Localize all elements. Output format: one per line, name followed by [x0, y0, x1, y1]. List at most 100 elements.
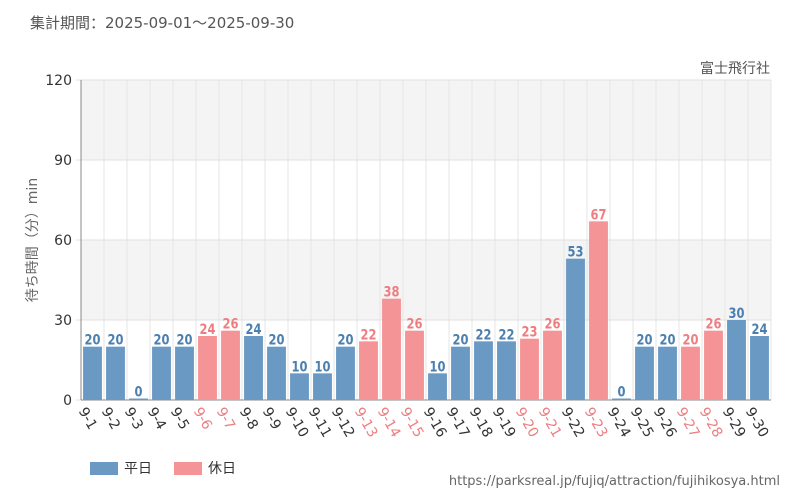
- legend-weekday-swatch: [90, 461, 118, 475]
- bar: [497, 341, 516, 400]
- bar: [658, 346, 677, 400]
- bar: [635, 346, 654, 400]
- bar: [198, 336, 217, 400]
- bar-value-label: 20: [637, 333, 653, 349]
- period-label: 集計期間：2025-09-01～2025-09-30: [30, 14, 295, 32]
- bar: [520, 338, 539, 400]
- x-tick-label: 9-26: [650, 405, 680, 441]
- legend-holiday-swatch: [174, 461, 202, 475]
- x-tick-label: 9-12: [328, 405, 358, 441]
- bar-value-label: 20: [269, 333, 285, 349]
- bar: [612, 398, 631, 400]
- bar-value-label: 26: [407, 317, 423, 333]
- y-tick-label: 30: [54, 313, 72, 329]
- bar: [566, 258, 585, 400]
- x-tick-label: 9-17: [443, 405, 473, 441]
- bar-value-label: 20: [453, 333, 469, 349]
- bar: [750, 336, 769, 400]
- bar: [129, 398, 148, 400]
- bar-value-label: 67: [591, 207, 607, 223]
- x-tick-label: 9-15: [397, 405, 427, 441]
- bar: [543, 330, 562, 400]
- bar: [175, 346, 194, 400]
- bar-value-label: 30: [729, 306, 745, 322]
- bar: [451, 346, 470, 400]
- bar-value-label: 38: [384, 285, 400, 301]
- bar-value-label: 24: [200, 322, 216, 338]
- x-tick-label: 9-18: [466, 405, 496, 441]
- bar: [152, 346, 171, 400]
- bar-value-label: 20: [108, 333, 124, 349]
- x-tick-label: 9-24: [604, 405, 634, 441]
- bar: [267, 346, 286, 400]
- bar-value-label: 20: [660, 333, 676, 349]
- bar: [106, 346, 125, 400]
- x-tick-label: 9-22: [558, 405, 588, 441]
- x-tick-label: 9-10: [282, 405, 312, 441]
- bar-value-label: 22: [499, 327, 515, 343]
- legend: 平日 休日: [90, 458, 258, 478]
- bar-value-label: 10: [430, 359, 446, 375]
- bar-value-label: 20: [154, 333, 170, 349]
- bar-value-label: 0: [618, 384, 626, 400]
- bar-value-label: 22: [476, 327, 492, 343]
- x-tick-label: 9-11: [305, 405, 335, 441]
- source-url[interactable]: https://parksreal.jp/fujiq/attraction/fu…: [448, 474, 780, 489]
- x-tick-label: 9-1: [75, 405, 100, 433]
- bar: [359, 341, 378, 400]
- bar-value-label: 24: [752, 322, 768, 338]
- bar: [589, 221, 608, 400]
- bar-value-label: 26: [223, 317, 239, 333]
- bar: [244, 336, 263, 400]
- bar: [382, 298, 401, 400]
- x-tick-label: 9-16: [420, 405, 450, 441]
- x-tick-label: 9-19: [489, 405, 519, 441]
- x-tick-label: 9-27: [673, 405, 703, 441]
- bar-value-label: 53: [568, 245, 584, 261]
- bar-value-label: 22: [361, 327, 377, 343]
- x-tick-label: 9-21: [535, 405, 565, 441]
- bar-value-label: 20: [338, 333, 354, 349]
- bar-value-label: 26: [706, 317, 722, 333]
- bar-value-label: 23: [522, 325, 538, 341]
- x-tick-label: 9-7: [213, 405, 238, 433]
- x-tick-label: 9-6: [190, 405, 215, 433]
- attraction-name: 富士飛行社: [700, 61, 770, 77]
- bar: [83, 346, 102, 400]
- x-tick-label: 9-8: [236, 405, 261, 433]
- bar-value-label: 0: [135, 384, 143, 400]
- x-tick-label: 9-13: [351, 405, 381, 441]
- legend-holiday-label: 休日: [208, 461, 236, 477]
- bar-value-label: 20: [683, 333, 699, 349]
- x-tick-label: 9-20: [512, 405, 542, 441]
- bar-value-label: 10: [315, 359, 331, 375]
- legend-weekday-label: 平日: [124, 461, 152, 477]
- y-tick-label: 60: [54, 233, 72, 249]
- x-tick-label: 9-23: [581, 405, 611, 441]
- bar: [221, 330, 240, 400]
- bar-value-label: 26: [545, 317, 561, 333]
- bar-value-label: 20: [177, 333, 193, 349]
- bar-value-label: 24: [246, 322, 262, 338]
- y-tick-label: 0: [63, 393, 72, 409]
- bar: [474, 341, 493, 400]
- x-tick-label: 9-4: [144, 405, 169, 433]
- legend-holiday: 休日: [174, 458, 236, 478]
- bar: [313, 373, 332, 400]
- y-tick-label: 90: [54, 153, 72, 169]
- x-tick-label: 9-5: [167, 405, 192, 433]
- y-tick-label: 120: [45, 73, 72, 89]
- x-tick-label: 9-14: [374, 405, 404, 441]
- x-tick-label: 9-9: [259, 405, 284, 433]
- x-tick-label: 9-3: [121, 405, 146, 433]
- bar: [681, 346, 700, 400]
- bar: [727, 320, 746, 400]
- bar: [428, 373, 447, 400]
- x-tick-label: 9-30: [742, 405, 772, 441]
- bar: [290, 373, 309, 400]
- x-tick-label: 9-28: [696, 405, 726, 441]
- bar: [405, 330, 424, 400]
- legend-weekday: 平日: [90, 458, 152, 478]
- x-tick-label: 9-29: [719, 405, 749, 441]
